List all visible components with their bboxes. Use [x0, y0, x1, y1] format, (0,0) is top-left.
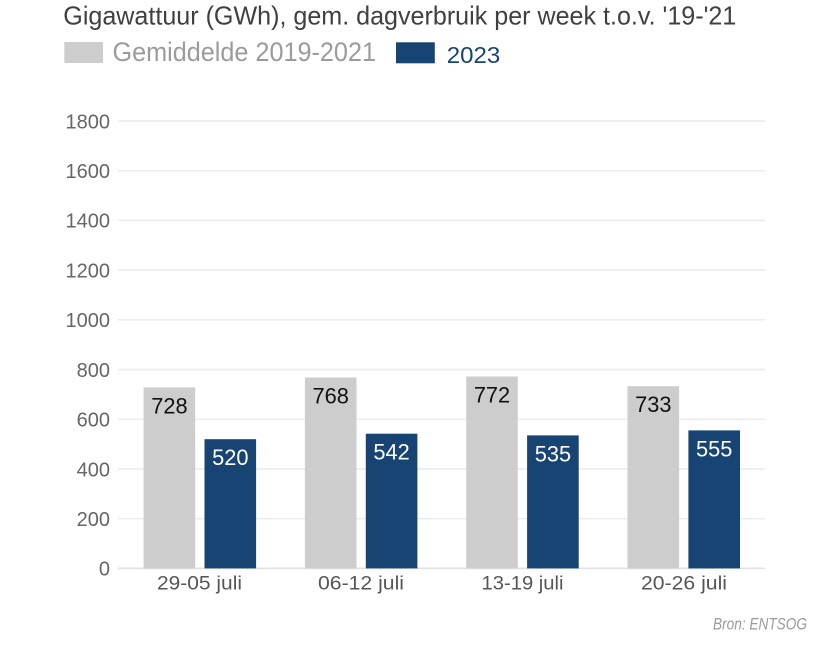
- svg-text:800: 800: [77, 360, 110, 382]
- svg-text:520: 520: [212, 445, 248, 470]
- svg-text:1200: 1200: [66, 260, 111, 282]
- svg-text:0: 0: [99, 559, 110, 581]
- svg-text:772: 772: [474, 383, 510, 408]
- svg-text:400: 400: [77, 459, 110, 481]
- svg-text:1000: 1000: [66, 310, 111, 332]
- svg-text:20-26 juli: 20-26 juli: [641, 574, 727, 595]
- svg-text:13-19 juli: 13-19 juli: [482, 574, 564, 595]
- svg-text:2023: 2023: [447, 42, 501, 68]
- svg-text:29-05 juli: 29-05 juli: [157, 574, 242, 595]
- svg-text:1800: 1800: [66, 111, 111, 133]
- svg-text:Bron: ENTSOG: Bron: ENTSOG: [713, 615, 807, 634]
- svg-text:Gemiddelde 2019-2021: Gemiddelde 2019-2021: [113, 37, 377, 67]
- svg-text:1400: 1400: [66, 211, 111, 233]
- svg-text:200: 200: [77, 509, 110, 531]
- svg-text:768: 768: [313, 384, 349, 409]
- svg-text:555: 555: [696, 436, 732, 461]
- svg-text:728: 728: [151, 393, 187, 418]
- svg-text:542: 542: [373, 440, 409, 465]
- svg-text:733: 733: [635, 392, 671, 417]
- svg-text:535: 535: [535, 441, 571, 466]
- svg-text:1600: 1600: [66, 161, 111, 183]
- svg-text:600: 600: [77, 410, 110, 432]
- svg-text:Gigawattuur (GWh), gem. dagver: Gigawattuur (GWh), gem. dagverbruik per …: [63, 3, 736, 31]
- svg-text:06-12 juli: 06-12 juli: [318, 574, 404, 595]
